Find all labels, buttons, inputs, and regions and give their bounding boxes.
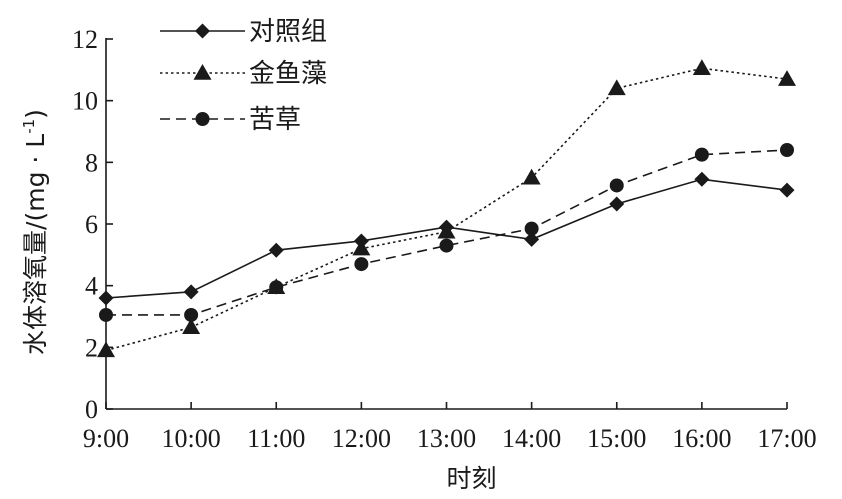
y-axis-title-main: 水体溶氧量/(mg · L	[21, 134, 50, 355]
data-point	[524, 221, 539, 236]
data-point	[609, 178, 624, 193]
data-point	[694, 171, 710, 187]
series-line	[105, 67, 788, 352]
data-point	[269, 280, 284, 295]
y-axis-title-superscript: -1	[20, 119, 38, 134]
data-point	[184, 307, 199, 322]
data-point	[437, 222, 456, 239]
y-tick-label: 0	[85, 395, 98, 424]
data-point	[182, 318, 201, 335]
x-tick-label: 12:00	[332, 424, 391, 453]
x-tick-label: 9:00	[83, 424, 129, 453]
legend-label: 苦草	[249, 105, 301, 135]
y-tick-label: 8	[85, 148, 98, 177]
x-ticks: 9:00 10:00 11:00 12:00 13:00 14:00 15:00 16:00 1…	[83, 402, 817, 453]
data-point	[439, 238, 454, 253]
data-point	[694, 147, 709, 162]
x-tick-label: 13:00	[417, 424, 476, 453]
series-line	[106, 149, 788, 316]
y-axis-title: 水体溶氧量/(mg · L-1)	[20, 109, 50, 355]
data-point	[692, 59, 711, 76]
legend-label: 金鱼藻	[249, 59, 327, 89]
x-tick-label: 16:00	[672, 424, 731, 453]
legend-label: 对照组	[249, 17, 327, 47]
x-tick-label: 15:00	[587, 424, 646, 453]
x-tick-label: 10:00	[162, 424, 221, 453]
legend-marker	[193, 64, 212, 80]
data-point	[98, 290, 114, 306]
y-tick-label: 10	[72, 87, 98, 116]
series-layer	[97, 59, 796, 358]
y-tick-label: 6	[85, 210, 98, 239]
x-axis-title: 时刻	[446, 464, 496, 493]
data-point	[607, 79, 626, 96]
x-tick-label: 17:00	[757, 424, 816, 453]
data-point	[97, 341, 115, 358]
series-3	[99, 143, 794, 322]
data-point	[183, 284, 199, 300]
x-tick-label: 11:00	[247, 424, 305, 453]
data-point	[354, 257, 369, 272]
data-point	[779, 182, 795, 198]
y-tick-label: 12	[72, 25, 98, 54]
x-tick-label: 14:00	[502, 424, 561, 453]
y-tick-label: 2	[85, 333, 98, 362]
data-point	[780, 143, 794, 157]
legend-marker	[195, 23, 210, 39]
data-point	[268, 242, 284, 258]
data-point	[99, 307, 113, 322]
data-point	[522, 168, 541, 185]
data-point	[778, 70, 796, 86]
data-point	[352, 239, 371, 256]
data-point	[609, 196, 625, 212]
y-axis-title-close: )	[21, 109, 50, 119]
series-2	[97, 59, 796, 358]
y-ticks: 0 2 4 6 8 10 12	[72, 25, 113, 424]
legend-marker	[195, 112, 210, 126]
data-point	[524, 231, 540, 247]
y-tick-label: 4	[85, 272, 98, 301]
